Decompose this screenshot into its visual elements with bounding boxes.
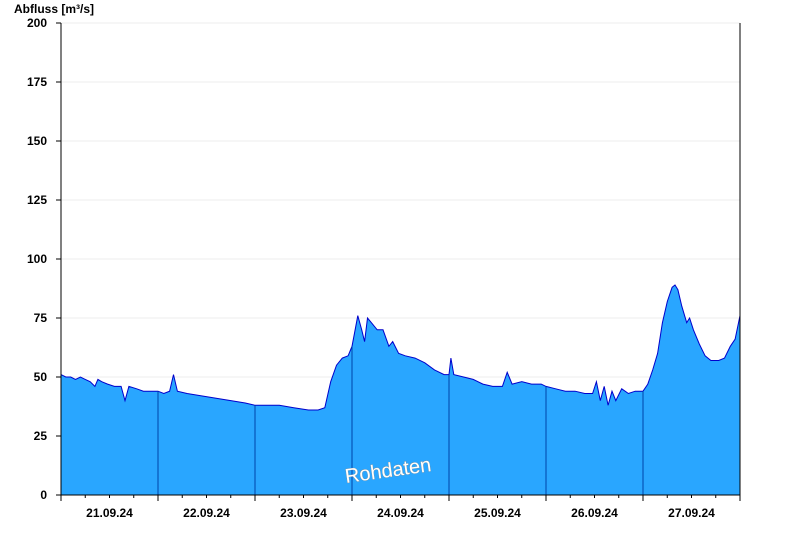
y-tick-label: 0 — [40, 488, 47, 502]
y-tick-label: 175 — [27, 75, 47, 89]
x-tick-label: 24.09.24 — [377, 506, 424, 520]
y-axis-label: Abfluss [m³/s] — [14, 2, 94, 16]
y-axis-ticks: 0 25 50 75 100 125 150 175 200 — [27, 16, 61, 502]
x-tick-label: 21.09.24 — [86, 506, 133, 520]
day-separators — [157, 346, 644, 495]
y-tick-label: 50 — [34, 370, 48, 384]
x-axis-ticks: 21.09.24 22.09.24 23.09.24 24.09.24 25.09.24… — [60, 495, 741, 520]
x-tick-label: 27.09.24 — [668, 506, 715, 520]
discharge-area — [61, 285, 740, 495]
y-tick-label: 150 — [27, 134, 47, 148]
x-tick-label: 25.09.24 — [474, 506, 521, 520]
x-tick-label: 26.09.24 — [571, 506, 618, 520]
y-tick-label: 75 — [34, 311, 48, 325]
discharge-line — [60, 284, 741, 411]
y-tick-label: 125 — [27, 193, 47, 207]
y-tick-label: 100 — [27, 252, 47, 266]
x-tick-label: 23.09.24 — [280, 506, 327, 520]
data-area-layer — [60, 284, 741, 495]
y-tick-label: 200 — [27, 16, 47, 30]
y-tick-label: 25 — [34, 429, 48, 443]
x-tick-label: 22.09.24 — [183, 506, 230, 520]
